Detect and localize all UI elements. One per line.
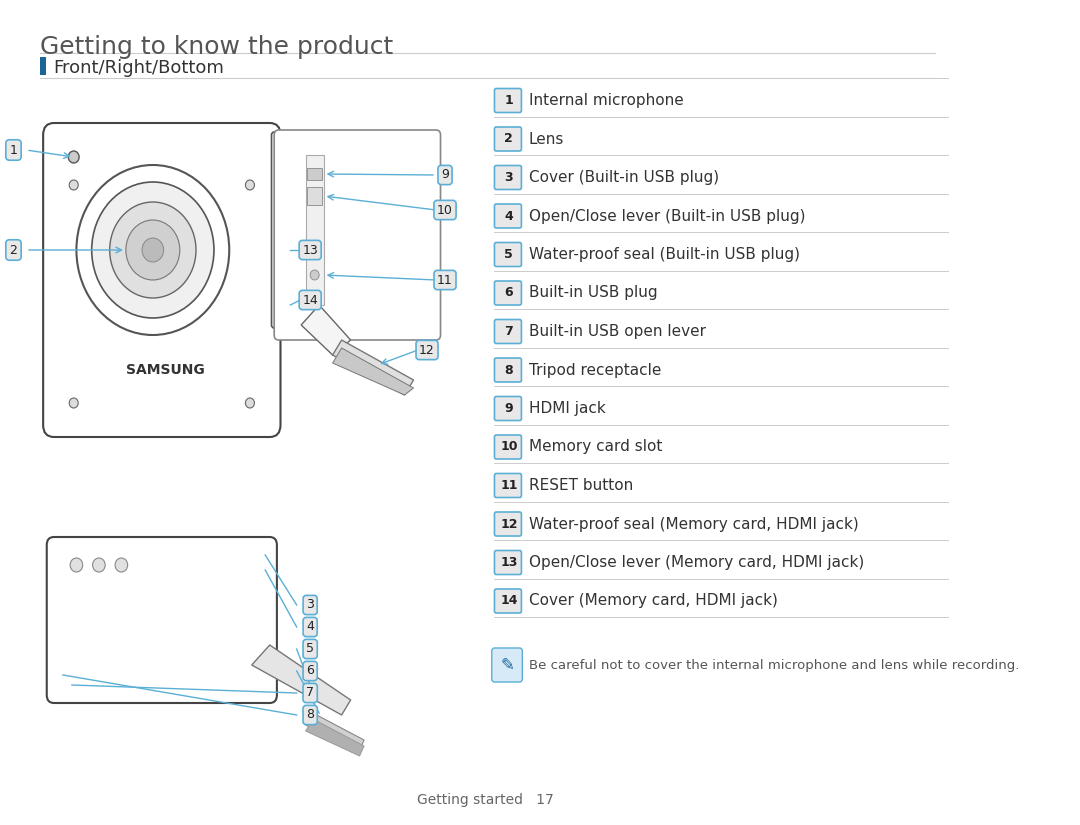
Bar bbox=[308, 187, 322, 205]
Text: 1: 1 bbox=[504, 94, 513, 107]
Polygon shape bbox=[333, 340, 414, 395]
Circle shape bbox=[310, 270, 320, 280]
Text: 11: 11 bbox=[437, 274, 453, 286]
Circle shape bbox=[245, 398, 255, 408]
Bar bbox=[306, 155, 324, 305]
Circle shape bbox=[69, 180, 78, 190]
Bar bbox=[40, 57, 45, 75]
Text: Lens: Lens bbox=[528, 131, 564, 147]
FancyBboxPatch shape bbox=[495, 550, 522, 574]
FancyBboxPatch shape bbox=[495, 589, 522, 613]
FancyBboxPatch shape bbox=[495, 512, 522, 536]
FancyBboxPatch shape bbox=[495, 281, 522, 305]
Polygon shape bbox=[306, 719, 364, 756]
Polygon shape bbox=[306, 713, 364, 750]
Text: Internal microphone: Internal microphone bbox=[528, 93, 684, 108]
Text: Memory card slot: Memory card slot bbox=[528, 440, 662, 455]
Circle shape bbox=[116, 558, 127, 572]
Text: Be careful not to cover the internal microphone and lens while recording.: Be careful not to cover the internal mic… bbox=[528, 658, 1020, 672]
Bar bbox=[276, 240, 287, 265]
Text: 6: 6 bbox=[504, 286, 513, 299]
FancyBboxPatch shape bbox=[495, 88, 522, 112]
Polygon shape bbox=[252, 645, 351, 715]
Text: 14: 14 bbox=[302, 294, 318, 307]
Polygon shape bbox=[333, 348, 414, 395]
Circle shape bbox=[245, 180, 255, 190]
Circle shape bbox=[69, 398, 78, 408]
Text: 9: 9 bbox=[504, 402, 513, 415]
Text: Front/Right/Bottom: Front/Right/Bottom bbox=[53, 59, 224, 77]
FancyBboxPatch shape bbox=[43, 123, 281, 437]
Circle shape bbox=[143, 238, 163, 262]
Text: Water-proof seal (Built-in USB plug): Water-proof seal (Built-in USB plug) bbox=[528, 247, 799, 262]
Text: Open/Close lever (Memory card, HDMI jack): Open/Close lever (Memory card, HDMI jack… bbox=[528, 555, 864, 570]
FancyBboxPatch shape bbox=[495, 397, 522, 421]
Text: 3: 3 bbox=[307, 598, 314, 611]
Text: 6: 6 bbox=[307, 664, 314, 677]
Text: 5: 5 bbox=[504, 248, 513, 261]
Text: 1: 1 bbox=[10, 144, 17, 157]
Circle shape bbox=[126, 220, 179, 280]
Text: Tripod receptacle: Tripod receptacle bbox=[528, 362, 661, 378]
Text: 8: 8 bbox=[306, 709, 314, 722]
Text: 3: 3 bbox=[504, 171, 513, 184]
Text: Cover (Memory card, HDMI jack): Cover (Memory card, HDMI jack) bbox=[528, 593, 778, 609]
Text: 7: 7 bbox=[504, 325, 513, 338]
FancyBboxPatch shape bbox=[274, 130, 441, 340]
Text: 4: 4 bbox=[307, 620, 314, 634]
FancyBboxPatch shape bbox=[495, 127, 522, 151]
Circle shape bbox=[93, 558, 105, 572]
FancyBboxPatch shape bbox=[495, 166, 522, 190]
Text: 4: 4 bbox=[504, 210, 513, 223]
Bar bbox=[308, 168, 322, 180]
Text: 13: 13 bbox=[302, 243, 318, 257]
Text: Built-in USB open lever: Built-in USB open lever bbox=[528, 324, 705, 339]
Text: Cover (Built-in USB plug): Cover (Built-in USB plug) bbox=[528, 170, 718, 185]
Text: 2: 2 bbox=[504, 133, 513, 145]
Circle shape bbox=[68, 151, 79, 163]
Text: Getting started   17: Getting started 17 bbox=[417, 793, 554, 807]
Circle shape bbox=[110, 202, 195, 298]
Text: Water-proof seal (Memory card, HDMI jack): Water-proof seal (Memory card, HDMI jack… bbox=[528, 516, 859, 531]
FancyBboxPatch shape bbox=[495, 474, 522, 497]
Text: 14: 14 bbox=[500, 595, 517, 607]
Text: 5: 5 bbox=[306, 643, 314, 656]
Circle shape bbox=[70, 558, 83, 572]
Text: 12: 12 bbox=[500, 517, 517, 530]
Text: 12: 12 bbox=[419, 343, 435, 356]
Text: 10: 10 bbox=[437, 204, 453, 216]
Text: Open/Close lever (Built-in USB plug): Open/Close lever (Built-in USB plug) bbox=[528, 209, 805, 224]
Text: 2: 2 bbox=[10, 243, 17, 257]
FancyBboxPatch shape bbox=[495, 435, 522, 459]
FancyBboxPatch shape bbox=[271, 132, 293, 328]
FancyBboxPatch shape bbox=[495, 204, 522, 228]
Text: 11: 11 bbox=[500, 479, 517, 492]
Text: SAMSUNG: SAMSUNG bbox=[126, 363, 204, 377]
Text: 9: 9 bbox=[441, 168, 449, 182]
Text: 10: 10 bbox=[500, 441, 517, 454]
Text: HDMI jack: HDMI jack bbox=[528, 401, 606, 416]
Text: 13: 13 bbox=[500, 556, 517, 569]
Circle shape bbox=[77, 165, 229, 335]
Circle shape bbox=[92, 182, 214, 318]
FancyBboxPatch shape bbox=[491, 648, 523, 682]
FancyBboxPatch shape bbox=[495, 319, 522, 343]
FancyBboxPatch shape bbox=[46, 537, 276, 703]
FancyBboxPatch shape bbox=[495, 243, 522, 266]
Text: 7: 7 bbox=[306, 686, 314, 700]
Text: 8: 8 bbox=[504, 364, 513, 376]
FancyBboxPatch shape bbox=[495, 358, 522, 382]
Text: Getting to know the product: Getting to know the product bbox=[40, 35, 394, 59]
Text: Built-in USB plug: Built-in USB plug bbox=[528, 285, 658, 300]
Polygon shape bbox=[301, 305, 351, 355]
Text: RESET button: RESET button bbox=[528, 478, 633, 493]
Text: ✎: ✎ bbox=[500, 656, 514, 674]
